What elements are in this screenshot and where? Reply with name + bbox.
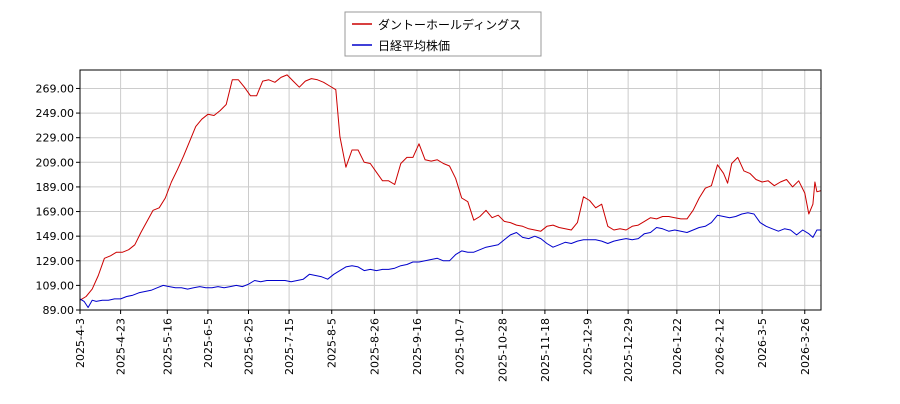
y-tick-label: 269.00 <box>36 82 75 95</box>
y-tick-label: 209.00 <box>36 156 75 169</box>
y-tick-label: 189.00 <box>36 181 75 194</box>
x-tick-label: 2025-8-26 <box>368 318 381 375</box>
x-tick-label: 2025-12-9 <box>582 318 595 375</box>
x-tick-label: 2026-2-12 <box>713 318 726 375</box>
x-tick-label: 2026-3-5 <box>756 318 769 368</box>
y-tick-label: 129.00 <box>36 255 75 268</box>
series-layer <box>79 74 822 308</box>
legend: ダントーホールディングス 日経平均株価 <box>344 11 542 57</box>
x-tick-label: 2025-10-28 <box>496 318 509 382</box>
x-tick-label: 2025-7-15 <box>283 318 296 375</box>
x-tick-label: 2025-12-29 <box>622 318 635 382</box>
y-tick-label: 249.00 <box>36 107 75 120</box>
plot-frame <box>79 69 822 311</box>
y-tick-label: 89.00 <box>43 304 75 317</box>
series-line-2 <box>79 212 821 308</box>
legend-box <box>344 11 542 57</box>
y-tick-label: 229.00 <box>36 132 75 145</box>
y-tick-label: 169.00 <box>36 206 75 219</box>
x-axis: 2025-4-3 2025-4-23 2025-5-16 2025-6-5 2025-6… <box>74 310 812 382</box>
x-tick-label: 2025-9-16 <box>411 318 424 375</box>
y-tick-label: 109.00 <box>36 279 75 292</box>
grid-layer <box>79 70 821 311</box>
x-tick-label: 2025-4-23 <box>115 318 128 375</box>
x-tick-label: 2026-3-26 <box>799 318 812 375</box>
x-tick-label: 2025-6-25 <box>243 318 256 375</box>
x-tick-label: 2025-6-5 <box>202 318 215 368</box>
x-tick-label: 2025-4-3 <box>74 318 87 368</box>
x-tick-label: 2025-10-7 <box>454 318 467 375</box>
x-tick-label: 2025-11-18 <box>539 318 552 382</box>
x-tick-label: 2025-8-5 <box>326 318 339 368</box>
y-tick-label: 149.00 <box>36 230 75 243</box>
legend-label-series-1: ダントーホールディングス <box>378 17 521 32</box>
series-line-1 <box>79 74 822 301</box>
y-axis: 89.00 109.00 129.00 149.00 169.00 189.00 209.0… <box>36 82 80 317</box>
legend-label-series-2: 日経平均株価 <box>378 38 450 53</box>
x-tick-label: 2026-1-22 <box>671 318 684 375</box>
x-tick-label: 2025-5-16 <box>161 318 174 375</box>
